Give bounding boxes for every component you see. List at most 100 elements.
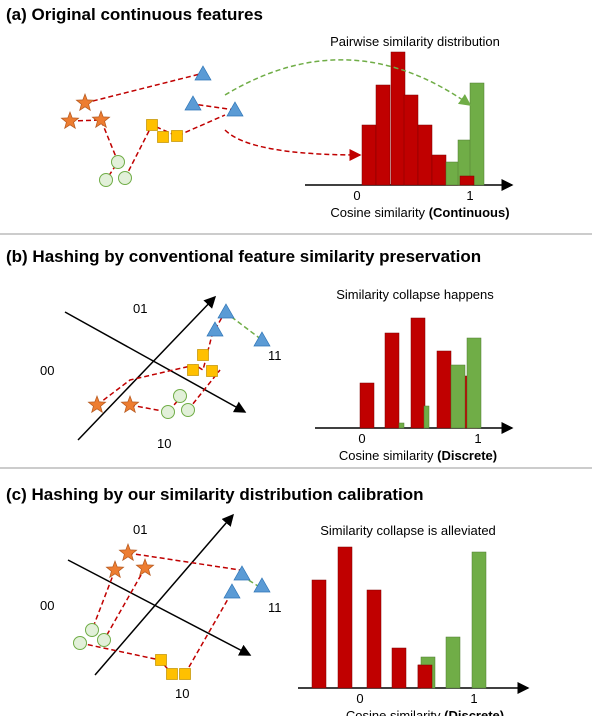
label: 01 (133, 301, 147, 316)
dashed-link (103, 567, 146, 641)
label: 00 (40, 598, 54, 613)
triangle (206, 321, 224, 337)
dashed-link (69, 119, 119, 181)
hash-axis (77, 295, 217, 441)
hist-bar (366, 589, 382, 689)
label: 0 (356, 691, 363, 706)
hist-bar (417, 124, 433, 186)
x-axis-label-text: Cosine similarity (330, 205, 425, 220)
dashed-link (124, 114, 226, 179)
dashed-link (192, 103, 236, 111)
label: 01 (133, 522, 147, 537)
label: (b) Hashing by conventional feature simi… (6, 247, 481, 266)
square (146, 119, 158, 131)
triangle (217, 303, 235, 319)
circle (161, 405, 175, 419)
dashed-link (129, 397, 181, 413)
circle (73, 636, 87, 650)
triangle (233, 565, 251, 581)
square (166, 668, 178, 680)
label: 11 (268, 600, 282, 615)
hist-bar (423, 405, 430, 429)
circle (111, 155, 125, 169)
triangle (184, 95, 202, 111)
label: 10 (157, 436, 171, 451)
star (118, 542, 138, 562)
hist-bar (384, 332, 400, 429)
arrow (224, 59, 472, 106)
dashed-link (84, 73, 201, 104)
star (87, 394, 107, 414)
hist-bar (466, 337, 482, 429)
star (105, 559, 125, 579)
label: Similarity collapse is alleviated (320, 523, 496, 538)
circle (173, 389, 187, 403)
hist-bar (403, 94, 419, 186)
hist-bar (359, 382, 375, 429)
label: (a) Original continuous features (6, 5, 263, 24)
square (157, 131, 169, 143)
square (155, 654, 167, 666)
hist-bar (390, 51, 406, 186)
triangle (253, 577, 271, 593)
hash-axis (67, 559, 252, 656)
x-axis-label-bold: (Discrete) (437, 448, 497, 463)
x-axis-label-text: Cosine similarity (346, 708, 441, 716)
hist-bar (436, 350, 452, 429)
hist-bar (431, 154, 447, 186)
square (206, 365, 218, 377)
x-axis-label-bold: (Discrete) (444, 708, 504, 716)
label: Similarity collapse happens (336, 287, 494, 302)
dashed-link (91, 569, 116, 631)
circle (85, 623, 99, 637)
star (60, 110, 80, 130)
hist-bar (417, 664, 433, 689)
star (120, 394, 140, 414)
hist-bar (361, 124, 377, 186)
label: 00 (40, 363, 54, 378)
x-axis-label: Cosine similarity (Continuous) (330, 205, 509, 220)
triangle (226, 101, 244, 117)
hash-axis (64, 311, 247, 413)
triangle (253, 331, 271, 347)
square (187, 364, 199, 376)
hist-bar (391, 647, 407, 689)
hist-bar (469, 82, 485, 186)
x-axis-label: Cosine similarity (Discrete) (346, 708, 504, 716)
hist-bar (375, 84, 391, 186)
square (197, 349, 209, 361)
hist-bar (311, 579, 327, 689)
arrow (224, 129, 362, 161)
hist-bar (459, 175, 475, 186)
x-axis-label-text: Cosine similarity (339, 448, 434, 463)
circle (181, 403, 195, 417)
square (179, 668, 191, 680)
hist-bar (410, 317, 426, 429)
hist-bar (445, 636, 461, 689)
star (91, 109, 111, 129)
x-axis-label: Cosine similarity (Discrete) (339, 448, 497, 463)
hist-bar (471, 551, 487, 689)
label: 0 (358, 431, 365, 446)
dashed-link (127, 552, 241, 571)
circle (97, 633, 111, 647)
label: Pairwise similarity distribution (330, 34, 500, 49)
star (75, 92, 95, 112)
hist-bar (337, 546, 353, 689)
circle (99, 173, 113, 187)
label: 1 (470, 691, 477, 706)
label: 11 (268, 348, 282, 363)
x-axis-label-bold: (Continuous) (429, 205, 510, 220)
label: 10 (175, 686, 189, 701)
dashed-link (96, 311, 226, 406)
circle (118, 171, 132, 185)
label: (c) Hashing by our similarity distributi… (6, 485, 424, 504)
triangle (194, 65, 212, 81)
label: 1 (474, 431, 481, 446)
label: 1 (466, 188, 473, 203)
hist-bar (450, 364, 466, 429)
hash-axis (94, 513, 234, 676)
label: 0 (353, 188, 360, 203)
square (171, 130, 183, 142)
